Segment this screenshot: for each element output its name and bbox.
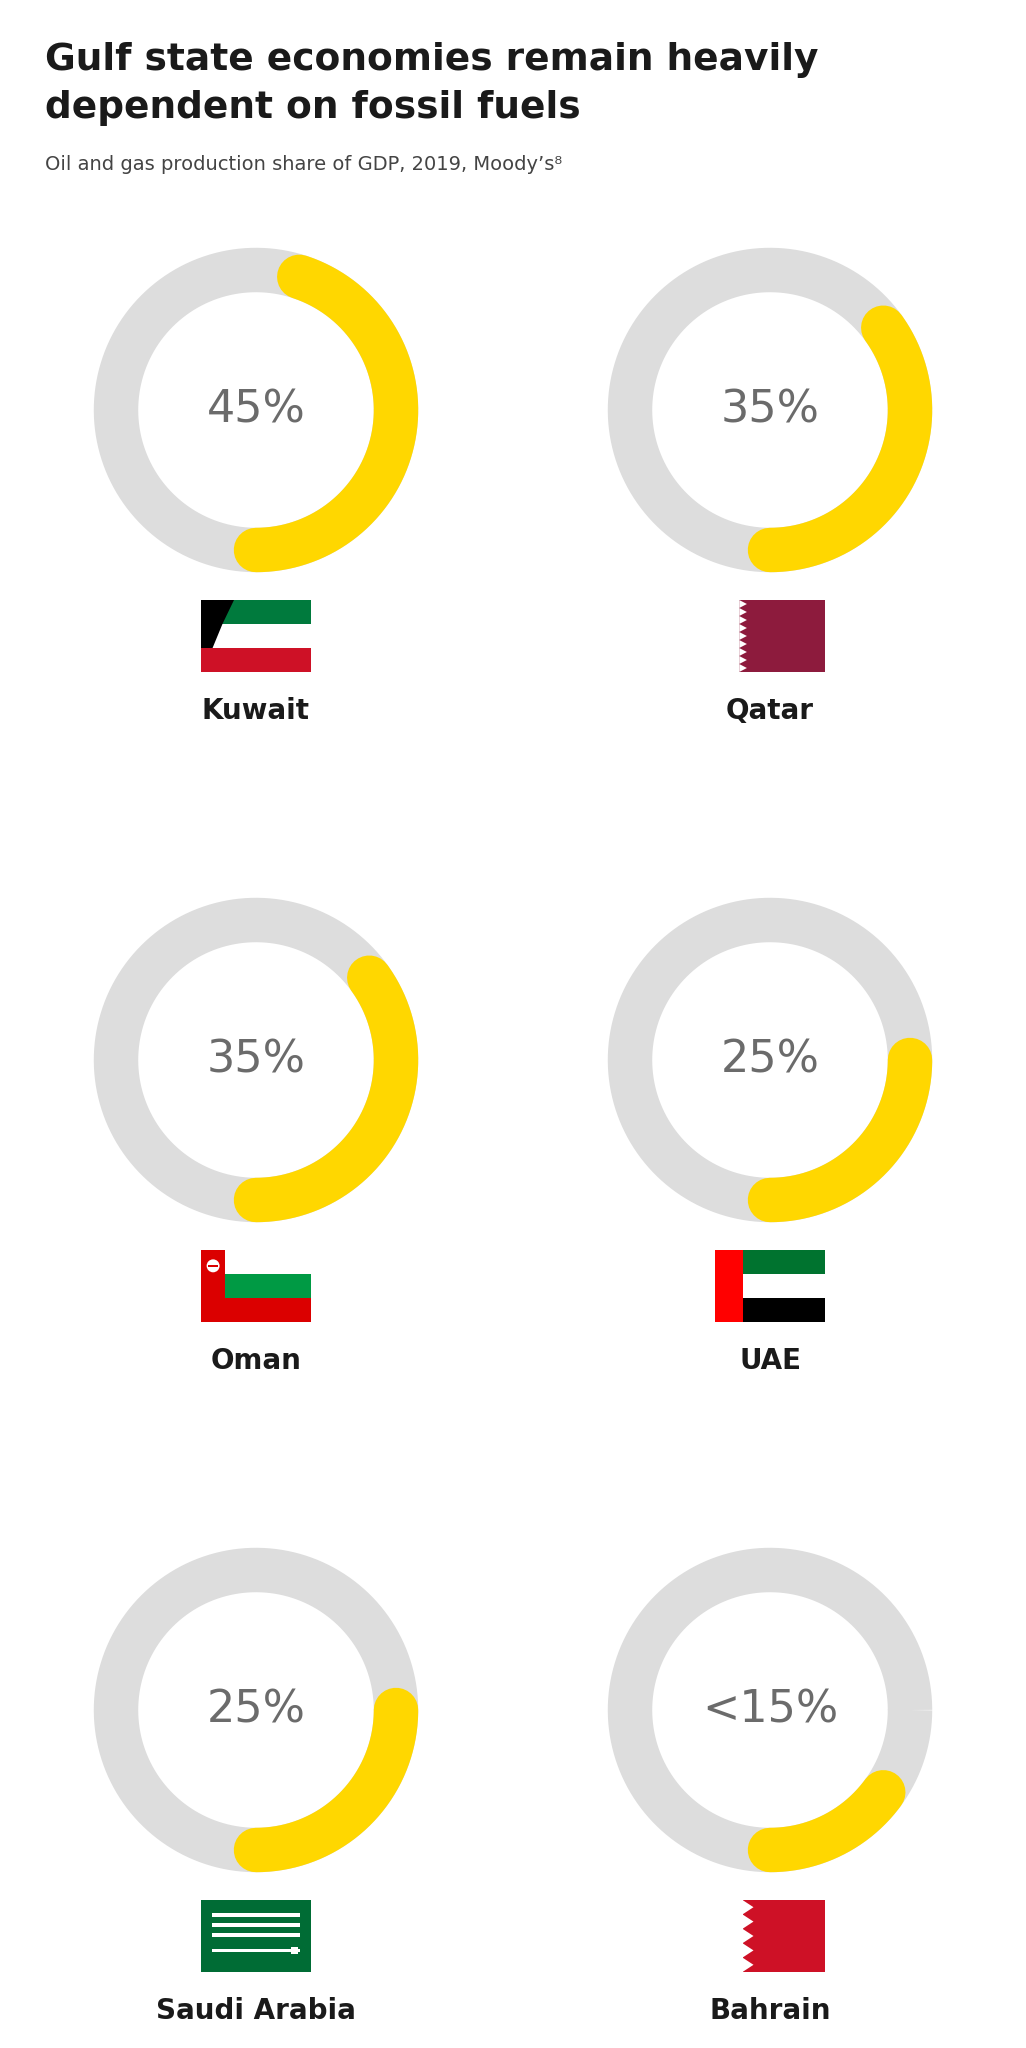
Text: Gulf state economies remain heavily: Gulf state economies remain heavily bbox=[45, 43, 819, 78]
Bar bbox=[715, 1298, 825, 1323]
Text: Kuwait: Kuwait bbox=[202, 696, 310, 725]
Polygon shape bbox=[201, 600, 234, 647]
Polygon shape bbox=[739, 655, 747, 664]
Text: Oman: Oman bbox=[210, 1348, 302, 1374]
Bar bbox=[212, 1913, 300, 1917]
Text: Saudi Arabia: Saudi Arabia bbox=[156, 1997, 356, 2025]
Bar bbox=[201, 1249, 225, 1323]
Text: 45%: 45% bbox=[206, 389, 306, 432]
Bar bbox=[715, 1901, 743, 1972]
Polygon shape bbox=[743, 1915, 753, 1929]
Polygon shape bbox=[739, 647, 747, 655]
Bar bbox=[212, 1950, 300, 1952]
Polygon shape bbox=[739, 664, 747, 672]
Bar bbox=[212, 1933, 300, 1937]
Text: 25%: 25% bbox=[206, 1688, 306, 1731]
Bar bbox=[201, 1274, 311, 1298]
Polygon shape bbox=[743, 1929, 753, 1944]
Bar bbox=[715, 1249, 743, 1323]
Bar bbox=[201, 1298, 311, 1323]
Polygon shape bbox=[739, 625, 747, 633]
Bar bbox=[715, 600, 825, 672]
Bar bbox=[715, 1901, 825, 1972]
Bar bbox=[715, 1274, 825, 1298]
Bar bbox=[201, 600, 311, 625]
Text: Bahrain: Bahrain bbox=[709, 1997, 831, 2025]
Text: UAE: UAE bbox=[739, 1348, 801, 1374]
Polygon shape bbox=[739, 616, 747, 625]
Bar bbox=[291, 1948, 298, 1954]
Text: <15%: <15% bbox=[702, 1688, 838, 1731]
Circle shape bbox=[206, 1260, 220, 1272]
Bar bbox=[201, 647, 311, 672]
Polygon shape bbox=[743, 1901, 753, 1915]
Polygon shape bbox=[739, 608, 747, 616]
Polygon shape bbox=[739, 633, 747, 639]
Bar bbox=[201, 1901, 311, 1972]
Bar bbox=[715, 600, 739, 672]
Text: 25%: 25% bbox=[720, 1038, 820, 1081]
Polygon shape bbox=[739, 600, 747, 608]
Bar bbox=[715, 1249, 825, 1274]
Text: 35%: 35% bbox=[720, 389, 820, 432]
Text: Qatar: Qatar bbox=[726, 696, 814, 725]
Text: dependent on fossil fuels: dependent on fossil fuels bbox=[45, 90, 581, 127]
Bar bbox=[201, 625, 311, 647]
Polygon shape bbox=[743, 1944, 753, 1958]
Polygon shape bbox=[743, 1958, 753, 1972]
Text: Oil and gas production share of GDP, 2019, Moody’s⁸: Oil and gas production share of GDP, 201… bbox=[45, 156, 562, 174]
Bar bbox=[201, 1249, 311, 1274]
Bar bbox=[212, 1923, 300, 1927]
Text: 35%: 35% bbox=[206, 1038, 306, 1081]
Polygon shape bbox=[739, 639, 747, 647]
